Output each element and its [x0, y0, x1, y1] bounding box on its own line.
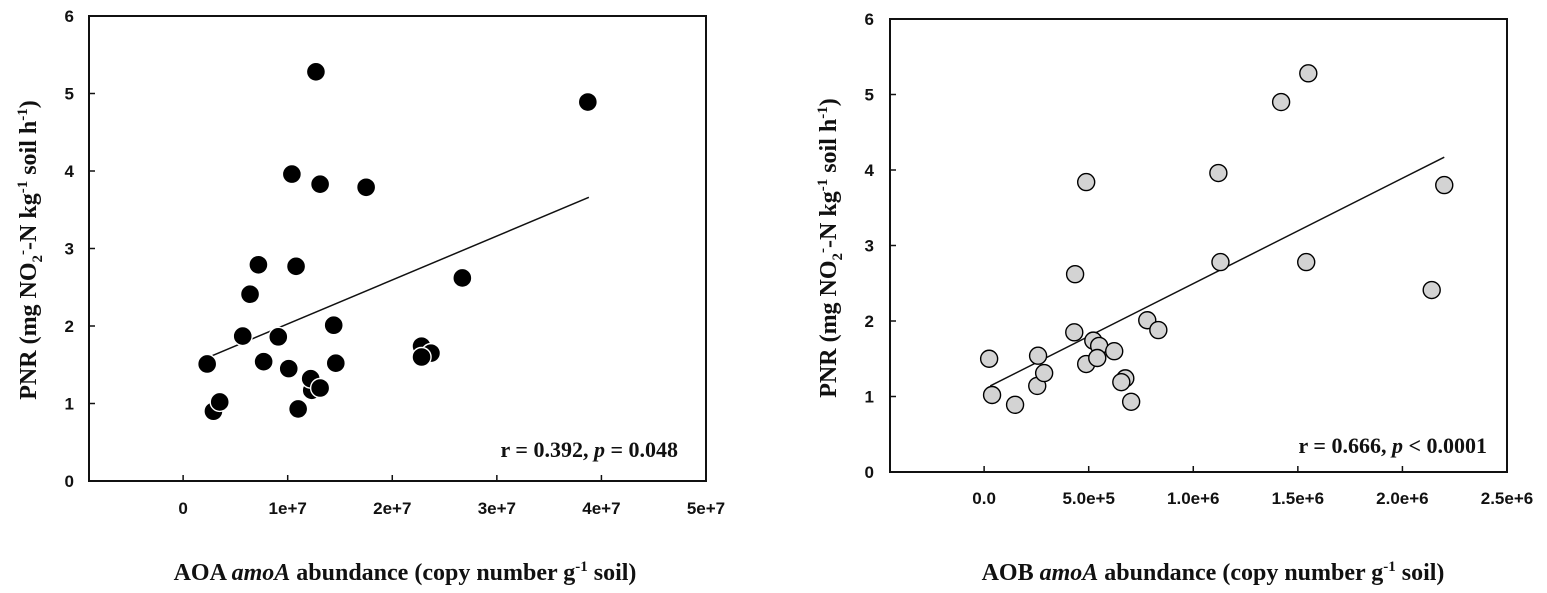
plot-area-border — [88, 15, 707, 482]
scatter-points — [196, 61, 599, 422]
x-axis-title: AOA amoA abundance (copy number g-1 soil… — [174, 559, 637, 586]
left-chart-svg: 0 1e+7 2e+7 3e+7 4e+7 5e+7 0 1 2 3 4 5 6 r = 0.392,… — [15, 7, 725, 586]
data-point — [1028, 346, 1048, 365]
regression-line — [989, 156, 1445, 387]
data-point — [1211, 252, 1230, 272]
y-tick-label: 4 — [65, 162, 75, 181]
scatter-points — [979, 64, 1454, 415]
y-tick-label: 2 — [865, 312, 874, 331]
data-point — [325, 353, 346, 374]
x-tick-label: 2e+7 — [373, 499, 411, 518]
data-point — [1005, 395, 1025, 415]
plot-frame — [88, 15, 707, 482]
data-point — [287, 398, 309, 420]
plot-frame — [889, 18, 1508, 473]
data-point — [309, 173, 331, 195]
data-point — [452, 267, 473, 289]
x-tick-label: 1e+7 — [269, 499, 307, 518]
y-tick-label: 3 — [865, 237, 874, 256]
y-axis-title: PNR (mg NO2--N kg-1 soil h-1) — [815, 98, 846, 398]
y-tick-label: 0 — [65, 472, 74, 491]
x-tick-label: 2.0e+6 — [1376, 489, 1428, 508]
x-tick-label: 4e+7 — [582, 499, 620, 518]
x-tick-label: 1.0e+6 — [1167, 489, 1219, 508]
y-tick-label: 6 — [65, 7, 74, 26]
data-point — [239, 284, 261, 305]
correlation-annotation: r = 0.666, p < 0.0001 — [1299, 433, 1487, 458]
data-point — [1422, 280, 1441, 300]
data-point — [248, 254, 269, 275]
y-tick-label: 2 — [65, 317, 74, 336]
y-tick-label: 5 — [865, 86, 874, 105]
data-point — [281, 163, 303, 185]
data-point — [232, 325, 253, 347]
data-point — [1065, 323, 1084, 342]
data-point — [268, 326, 289, 348]
data-point — [1105, 342, 1124, 361]
left-chart-aoa: 0 1e+7 2e+7 3e+7 4e+7 5e+7 0 1 2 3 4 5 6 r = 0.392,… — [0, 0, 773, 593]
y-tick-label: 6 — [865, 10, 874, 29]
y-axis-ticks: 0 1 2 3 4 5 6 — [65, 7, 95, 491]
y-tick-label: 1 — [865, 388, 874, 407]
data-point — [323, 315, 344, 336]
data-point — [577, 91, 599, 113]
x-tick-label: 5e+7 — [687, 499, 725, 518]
x-tick-label: 3e+7 — [478, 499, 516, 518]
x-axis-title: AOB amoA abundance (copy number g-1 soil… — [982, 559, 1445, 586]
y-tick-label: 5 — [65, 85, 74, 104]
y-axis-title: PNR (mg NO2--N kg-1 soil h-1) — [15, 100, 46, 400]
data-point — [285, 256, 307, 277]
data-point — [982, 385, 1002, 405]
data-point — [1149, 320, 1168, 340]
data-point — [1209, 163, 1228, 183]
y-tick-label: 4 — [865, 161, 875, 180]
data-point — [1435, 175, 1454, 195]
x-tick-label: 1.5e+6 — [1272, 489, 1324, 508]
data-point — [1121, 392, 1141, 411]
data-point — [1271, 92, 1291, 112]
right-chart-aob: 0.0 5.0e+5 1.0e+6 1.5e+6 2.0e+6 2.5e+6 0 1 2 3 4 5… — [800, 0, 1547, 593]
data-point — [979, 349, 999, 368]
data-point — [1076, 172, 1096, 192]
data-point — [411, 346, 432, 368]
data-point — [1299, 64, 1318, 83]
x-tick-label: 0.0 — [972, 489, 996, 508]
x-axis-ticks: 0.0 5.0e+5 1.0e+6 1.5e+6 2.0e+6 2.5e+6 — [972, 466, 1533, 508]
data-point — [1065, 264, 1085, 284]
x-tick-label: 0 — [178, 499, 187, 518]
y-axis-ticks: 0 1 2 3 4 5 6 — [865, 10, 896, 482]
data-point — [1088, 348, 1107, 368]
y-tick-label: 0 — [865, 463, 874, 482]
y-tick-label: 1 — [65, 395, 74, 414]
data-point — [1034, 363, 1054, 383]
data-point — [1112, 372, 1131, 392]
data-point — [1297, 252, 1316, 272]
x-axis-ticks: 0 1e+7 2e+7 3e+7 4e+7 5e+7 — [178, 475, 725, 518]
plot-area-border — [889, 18, 1508, 473]
data-point — [253, 351, 274, 372]
data-point — [278, 358, 299, 379]
data-point — [196, 353, 218, 375]
regression-line — [206, 196, 590, 359]
data-point — [305, 61, 327, 83]
x-tick-label: 5.0e+5 — [1062, 489, 1114, 508]
right-chart-svg: 0.0 5.0e+5 1.0e+6 1.5e+6 2.0e+6 2.5e+6 0 1 2 3 4 5… — [815, 10, 1533, 586]
x-tick-label: 2.5e+6 — [1481, 489, 1533, 508]
correlation-annotation: r = 0.392, p = 0.048 — [501, 437, 678, 462]
y-tick-label: 3 — [65, 240, 74, 259]
data-point — [355, 177, 377, 198]
data-point — [309, 377, 331, 399]
data-point — [209, 391, 230, 413]
